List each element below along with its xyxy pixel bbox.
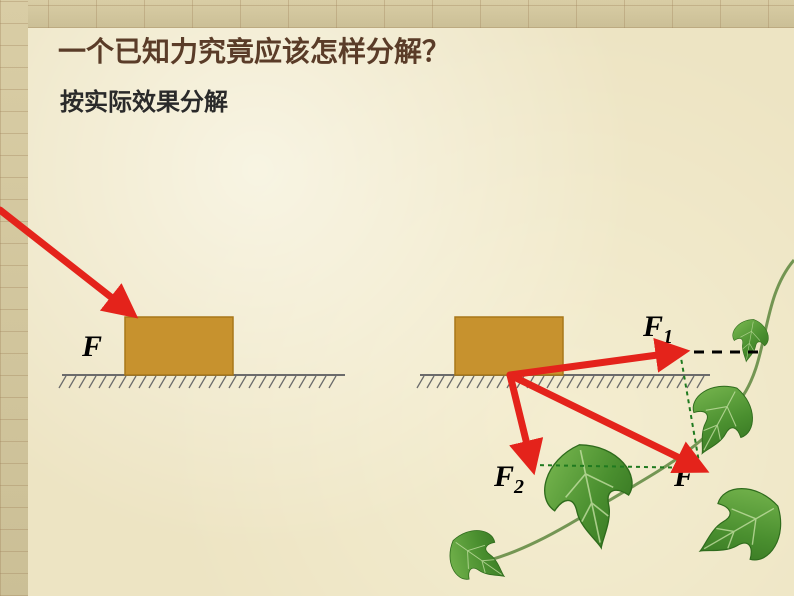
label-F-left: F [82, 330, 102, 364]
label-F2-sub: 2 [514, 476, 524, 498]
page-subtitle: 按实际效果分解 [60, 82, 228, 117]
label-F2-base: F [494, 460, 514, 493]
page-title: 一个已知力究竟应该怎样分解？ [58, 30, 450, 70]
label-F1-sub: 1 [663, 326, 673, 348]
label-F1-base: F [643, 310, 663, 343]
label-F1: F1 [643, 310, 673, 349]
label-F2: F2 [494, 460, 524, 499]
label-F-right: F [674, 460, 694, 494]
